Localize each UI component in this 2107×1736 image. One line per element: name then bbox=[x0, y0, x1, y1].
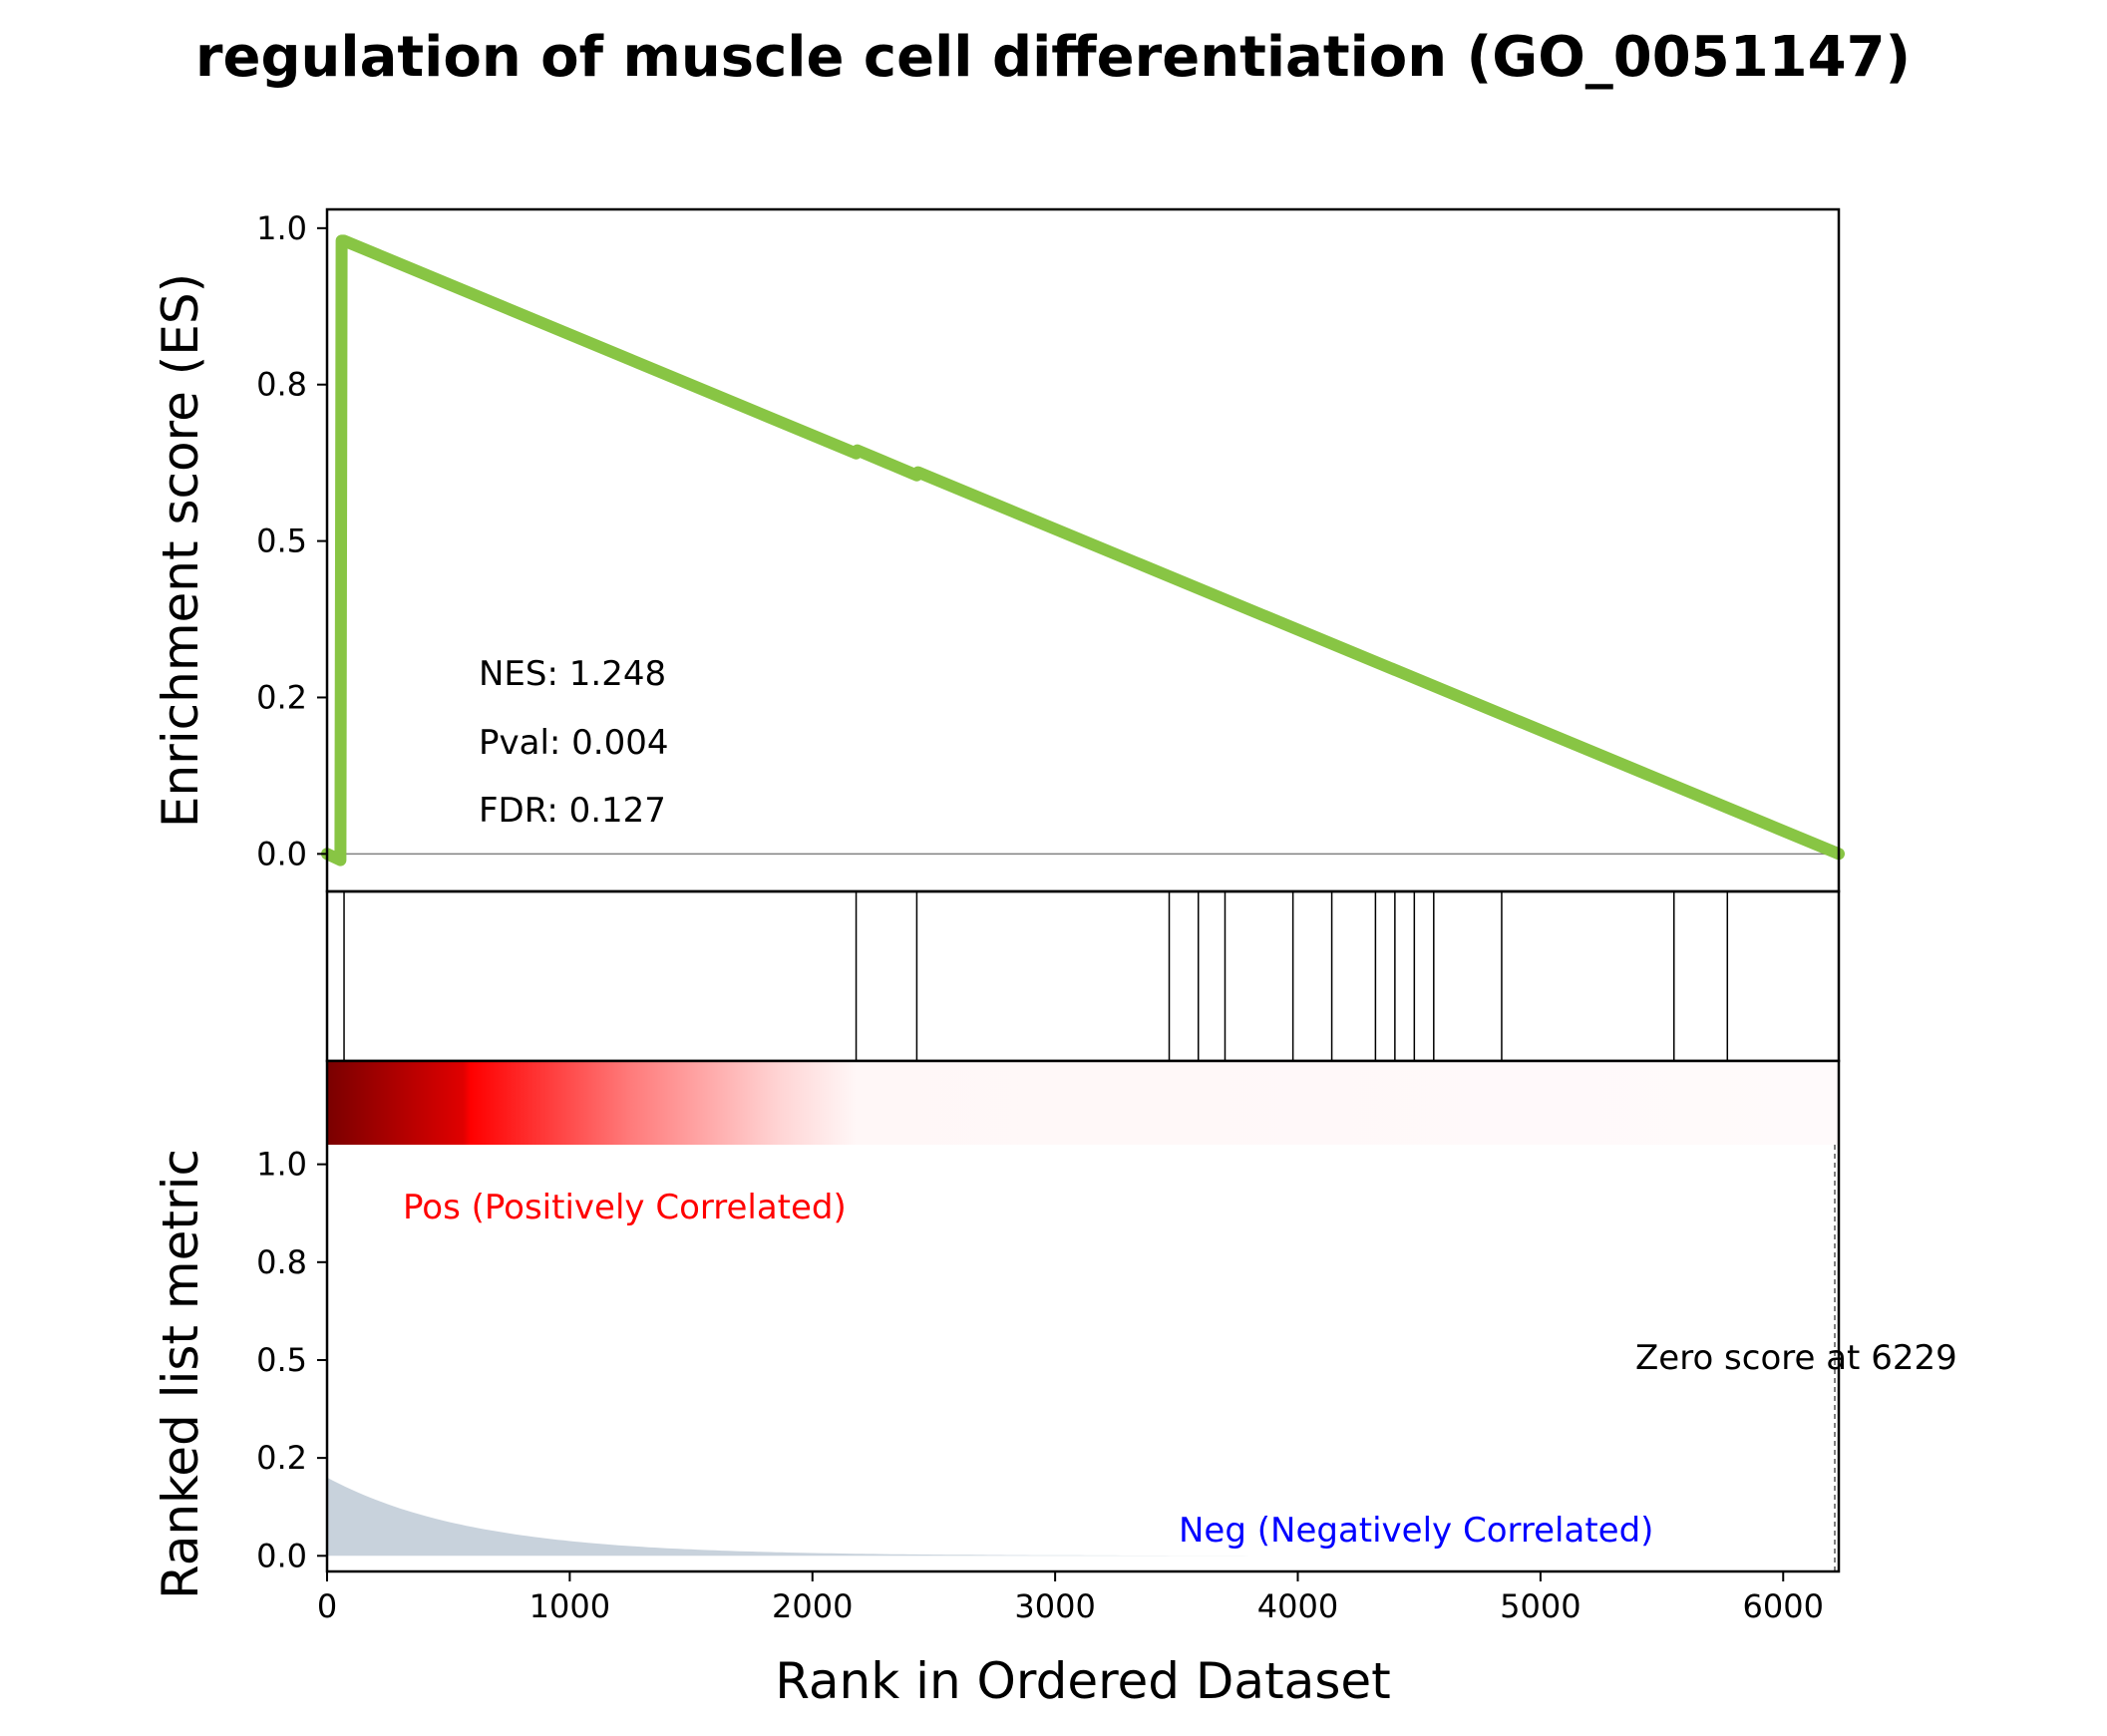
es-y-tick-label: 1.0 bbox=[256, 209, 307, 247]
es-panel-frame bbox=[325, 207, 1841, 893]
ranked-y-tick-label: 1.0 bbox=[256, 1146, 307, 1184]
ranked-y-tick-label: 0.2 bbox=[256, 1439, 307, 1477]
x-tick-label: 3000 bbox=[1014, 1587, 1095, 1625]
ranked-metric-area bbox=[327, 1477, 1839, 1557]
es-y-tick-label: 0.0 bbox=[256, 835, 307, 872]
chart-title: regulation of muscle cell differentiatio… bbox=[195, 25, 1911, 90]
pval-annotation: Pval: 0.004 bbox=[479, 723, 669, 763]
hits-panel-frame bbox=[325, 889, 1841, 1063]
x-axis-label: Rank in Ordered Dataset bbox=[775, 1652, 1390, 1710]
hit-lines bbox=[343, 891, 1729, 1061]
x-tick-label: 2000 bbox=[772, 1587, 853, 1625]
nes-annotation: NES: 1.248 bbox=[479, 654, 666, 694]
ranked-y-tick-label: 0.5 bbox=[256, 1341, 307, 1379]
x-tick-label: 6000 bbox=[1743, 1587, 1824, 1625]
ranked-y-ticks: 0.0 0.2 0.5 0.8 1.0 bbox=[256, 1146, 327, 1574]
es-series-line bbox=[321, 234, 1845, 867]
ranked-y-axis-label: Ranked list metric bbox=[152, 1149, 209, 1599]
x-tick-label: 5000 bbox=[1500, 1587, 1580, 1625]
es-panel: 0.0 0.2 0.5 0.8 1.0 Enrichment score (ES) NE… bbox=[152, 207, 1845, 893]
neg-label: Neg (Negatively Correlated) bbox=[1179, 1511, 1653, 1551]
x-tick-label: 0 bbox=[317, 1587, 337, 1625]
x-tick-label: 1000 bbox=[529, 1587, 610, 1625]
pos-label: Pos (Positively Correlated) bbox=[403, 1188, 847, 1227]
fdr-annotation: FDR: 0.127 bbox=[479, 791, 666, 831]
ranked-y-tick-label: 0.0 bbox=[256, 1537, 307, 1574]
hits-panel bbox=[325, 889, 1841, 1063]
ranked-heatmap-bar bbox=[327, 1061, 1839, 1145]
ranked-panel: 0.0 0.2 0.5 0.8 1.0 Ranked list metric Pos (… bbox=[152, 1059, 1957, 1599]
ranked-y-tick-label: 0.8 bbox=[256, 1243, 307, 1281]
ranked-panel-frame bbox=[325, 1059, 1841, 1573]
es-y-tick-label: 0.5 bbox=[256, 522, 307, 560]
es-y-tick-label: 0.8 bbox=[256, 366, 307, 404]
es-y-ticks: 0.0 0.2 0.5 0.8 1.0 bbox=[256, 209, 327, 872]
zero-score-label: Zero score at 6229 bbox=[1635, 1338, 1957, 1378]
es-y-tick-label: 0.2 bbox=[256, 678, 307, 716]
es-y-axis-label: Enrichment score (ES) bbox=[152, 273, 209, 828]
x-ticks: 0 1000 2000 3000 4000 5000 6000 bbox=[317, 1571, 1824, 1625]
x-tick-label: 4000 bbox=[1257, 1587, 1338, 1625]
